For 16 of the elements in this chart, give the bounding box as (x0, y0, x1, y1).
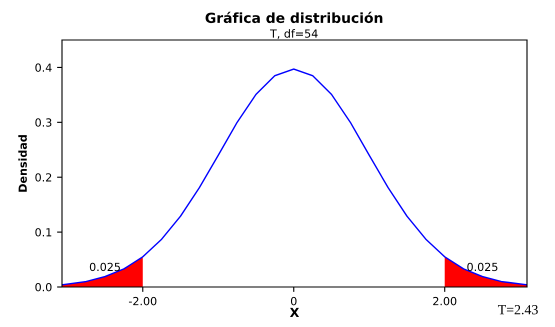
line-series (62, 68, 527, 286)
y-tick-label: 0.3 (35, 118, 52, 127)
annotation: 0.025 (90, 262, 120, 272)
x-axis-title: X (290, 308, 300, 317)
chart-title: Gráfica de distribución (206, 12, 382, 24)
chart-subtitle: T, df=54 (270, 29, 318, 39)
x-tick-label: -2.00 (128, 296, 156, 306)
y-tick-label: 0.0 (35, 282, 52, 292)
y-tick-label: 0.4 (35, 63, 52, 72)
annotation: 0.025 (467, 262, 498, 272)
x-tick-label: 0 (290, 296, 297, 306)
y-axis-title: Densidad (18, 135, 27, 192)
text: T=2.43 (498, 305, 538, 314)
y-tick-label: 0.2 (35, 173, 52, 182)
x-tick-label: 2.00 (433, 296, 456, 306)
y-tick-label: 0.1 (35, 228, 52, 236)
